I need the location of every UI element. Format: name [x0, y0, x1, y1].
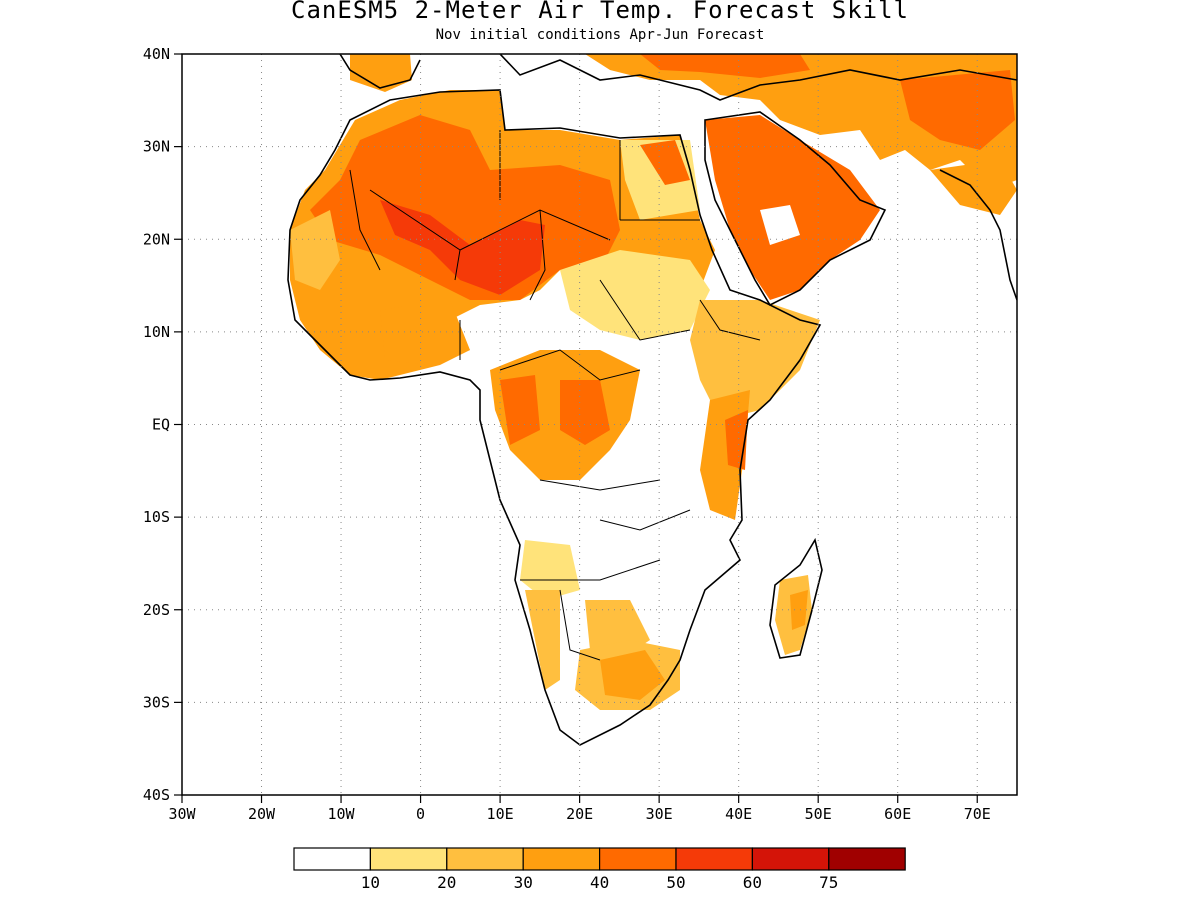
- colorbar-label: 75: [819, 873, 838, 892]
- colorbar-cell: [675, 847, 754, 871]
- colorbar-label: 60: [743, 873, 762, 892]
- skill-area-angola: [520, 540, 580, 600]
- colorbar-cell: [751, 847, 830, 871]
- lat-tick-label: 40N: [143, 45, 170, 63]
- colorbar: 10 20 30 40 50 60 75: [293, 847, 906, 892]
- skill-area-turkey-core: [640, 54, 810, 78]
- skill-area-gabon: [500, 375, 540, 445]
- skill-area-iran-core: [900, 70, 1015, 150]
- lat-tick-label: 20N: [143, 230, 170, 248]
- map-subtitle: Nov initial conditions Apr-Jun Forecast: [435, 27, 765, 43]
- lon-tick-label: 10W: [328, 805, 356, 823]
- africa-coastline: [287, 89, 822, 746]
- skill-area-arabia-white: [760, 205, 800, 245]
- lat-tick-label: 20S: [143, 601, 170, 619]
- skill-area-congo-core: [560, 380, 610, 445]
- skill-area-north-med: [350, 54, 412, 92]
- skill-area-madagascar-core: [790, 590, 808, 630]
- skill-area-ghana: [380, 300, 470, 365]
- colorbar-cell: [828, 847, 906, 871]
- skill-area-west-coast: [290, 210, 340, 290]
- colorbar-cell: [598, 847, 677, 871]
- skill-area-sahel-yellow: [560, 250, 710, 340]
- lon-tick-label: 0: [416, 805, 425, 823]
- lon-tick-label: 40E: [725, 805, 752, 823]
- colorbar-cell: [522, 847, 601, 871]
- colorbar-cell: [293, 847, 372, 871]
- skill-area-namibia: [525, 590, 560, 690]
- skill-area-arabia: [705, 115, 880, 300]
- skill-area-sahara-core: [310, 115, 620, 300]
- skill-area-egypt-east: [640, 140, 690, 185]
- madagascar-coastline: [769, 537, 823, 659]
- latitude-axis: 40N 30N 20N 10N EQ 10S 20S 30S 40S: [143, 45, 182, 804]
- map-title: CanESM5 2-Meter Air Temp. Forecast Skill: [291, 0, 909, 24]
- longitude-axis: 30W 20W 10W 0 10E 20E 30E 40E 50E 60E 70E: [168, 795, 991, 823]
- india-coastline: [939, 169, 1017, 301]
- skill-area-horn: [690, 300, 820, 420]
- colorbar-cell: [446, 847, 524, 871]
- lon-tick-label: 60E: [884, 805, 911, 823]
- lon-tick-label: 70E: [964, 805, 991, 823]
- colorbar-label: 30: [514, 873, 533, 892]
- colorbar-label: 20: [437, 873, 456, 892]
- arabia-coastline: [704, 111, 887, 307]
- lon-tick-label: 20E: [566, 805, 593, 823]
- europe-coastline: [339, 54, 1017, 101]
- skill-shading: [290, 54, 1017, 710]
- lon-tick-label: 10E: [487, 805, 514, 823]
- lat-tick-label: 30S: [143, 693, 170, 711]
- lat-tick-label: 10N: [143, 323, 170, 341]
- skill-area-india: [930, 160, 1017, 215]
- colorbar-label: 10: [361, 873, 380, 892]
- colorbar-label: 50: [666, 873, 685, 892]
- lon-tick-label: 30W: [168, 805, 196, 823]
- colorbar-cell: [369, 847, 448, 871]
- lon-tick-label: 20W: [248, 805, 276, 823]
- lat-tick-label: EQ: [152, 416, 170, 434]
- colorbar-label: 40: [590, 873, 609, 892]
- lat-tick-label: 40S: [143, 786, 170, 804]
- lat-tick-label: 30N: [143, 138, 170, 156]
- coastlines: [287, 54, 1017, 746]
- lon-tick-label: 30E: [646, 805, 673, 823]
- skill-area-south-africa-core: [600, 650, 665, 700]
- country-borders: [349, 130, 761, 661]
- lon-tick-label: 50E: [805, 805, 832, 823]
- lat-tick-label: 10S: [143, 508, 170, 526]
